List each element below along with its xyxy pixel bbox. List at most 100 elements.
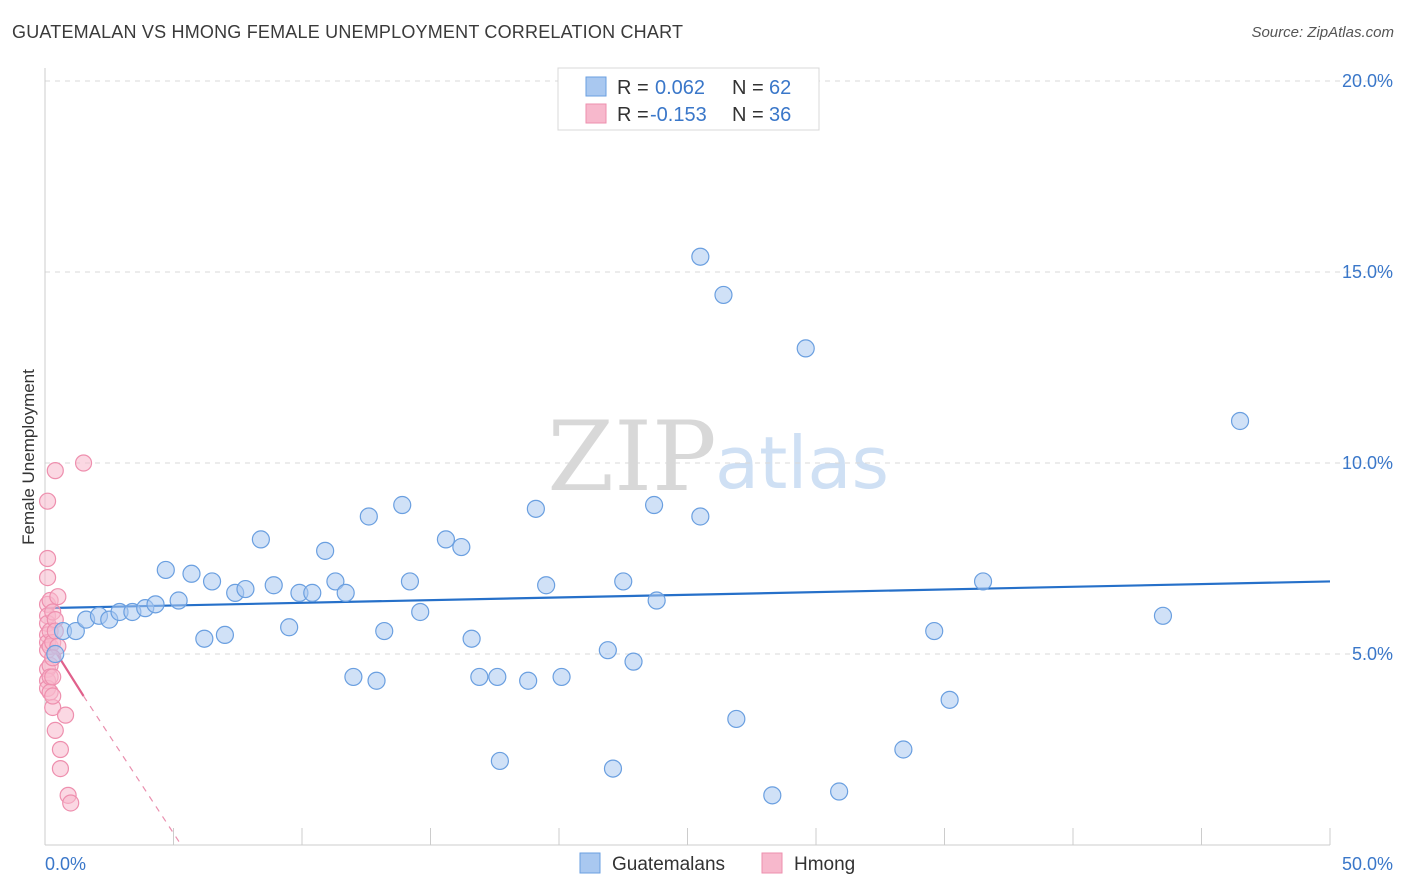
guatemalan-point — [66, 621, 85, 641]
guatemalan-point — [727, 709, 746, 729]
watermark-atlas: atlas — [715, 421, 889, 505]
series-legend-swatch-hmong — [761, 852, 783, 874]
y-tick-label: 20.0% — [1342, 71, 1393, 91]
guatemalan-point — [519, 671, 538, 690]
guatemalan-point — [691, 247, 710, 266]
guatemalan-point — [251, 530, 270, 549]
guatemalan-point — [400, 572, 420, 591]
hmong-point — [46, 462, 64, 480]
hmong-point — [38, 492, 57, 510]
hmong-point — [44, 687, 62, 705]
guatemalan-point — [236, 579, 255, 599]
series-legend-swatch-guatemalans — [579, 852, 601, 874]
guatemalan-point — [215, 625, 234, 645]
x-tick-label-min: 0.0% — [45, 854, 86, 874]
hmong-point — [62, 794, 80, 812]
hmong-point — [51, 740, 70, 759]
guatemalan-point — [603, 759, 623, 778]
guatemalan-point — [470, 667, 489, 687]
series-legend: Guatemalans Hmong — [579, 852, 855, 875]
guatemalan-point — [830, 782, 849, 801]
guatemalan-point — [46, 644, 65, 664]
guatemalan-point — [146, 595, 165, 614]
hmong-point — [51, 759, 70, 778]
guatemalan-point — [552, 667, 571, 687]
guatemalan-point — [316, 541, 335, 560]
guatemalan-point — [488, 667, 507, 687]
guatemalan-point — [925, 621, 944, 641]
guatemalan-point — [647, 591, 666, 610]
guatemalan-point — [490, 751, 509, 771]
guatemalan-point — [714, 285, 733, 305]
legend-r-value-2: -0.153 — [650, 104, 707, 126]
legend-r-label-1: R = — [617, 77, 649, 99]
guatemalan-point — [644, 495, 664, 515]
series-legend-label-guatemalans: Guatemalans — [612, 854, 725, 875]
guatemalan-point — [537, 576, 556, 595]
guatemalan-point — [169, 591, 188, 610]
hmong-trend-extension — [83, 695, 182, 846]
guatemalan-point — [1230, 411, 1250, 431]
guatemalan-point — [202, 572, 222, 591]
guatemalan-point — [182, 564, 201, 583]
guatemalan-point — [367, 671, 386, 690]
guatemalan-point — [796, 339, 815, 358]
legend-n-label-2: N = — [732, 104, 764, 126]
guatemalan-point — [344, 667, 363, 687]
guatemalan-point — [940, 690, 959, 709]
chart-title: GUATEMALAN VS HMONG FEMALE UNEMPLOYMENT … — [12, 22, 684, 42]
guatemalan-point — [393, 495, 412, 515]
legend-swatch-hmong — [585, 103, 607, 124]
y-tick-label: 15.0% — [1342, 262, 1393, 282]
guatemalan-trend-line — [44, 580, 1331, 610]
watermark-zip: ZIP — [547, 401, 716, 513]
y-tick-label: 10.0% — [1342, 453, 1393, 473]
guatemalan-point — [303, 583, 322, 602]
legend-r-value-1: 0.062 — [655, 77, 705, 99]
guatemalan-point — [973, 572, 993, 591]
guatemalan-point — [1153, 606, 1173, 625]
y-tick-labels: 5.0% 10.0% 15.0% 20.0% — [1342, 71, 1393, 664]
guatemalan-point — [280, 618, 299, 637]
guatemalan-point — [436, 530, 456, 549]
guatemalan-point — [375, 621, 394, 641]
legend-r-label-2: R = — [617, 104, 649, 126]
hmong-point — [56, 706, 75, 724]
hmong-point — [38, 568, 57, 587]
source-credit: Source: ZipAtlas.com — [1251, 24, 1394, 41]
trend-lines — [44, 580, 1331, 846]
guatemalan-point — [195, 629, 214, 648]
legend-n-label-1: N = — [732, 77, 764, 99]
axes — [44, 68, 1331, 846]
hmong-point — [46, 721, 64, 740]
series-legend-label-hmong: Hmong — [794, 854, 855, 875]
legend-swatch-guatemalans — [585, 76, 607, 97]
y-tick-label: 5.0% — [1352, 644, 1393, 664]
guatemalan-point — [156, 560, 175, 580]
legend-n-value-1: 62 — [769, 77, 791, 99]
stats-legend: R = 0.062 N = 62 R = -0.153 N = 36 — [557, 67, 820, 131]
guatemalan-point — [691, 507, 710, 526]
gridlines — [45, 80, 1393, 655]
guatemalan-point — [763, 786, 782, 805]
guatemalan-point — [336, 583, 355, 602]
hmong-point — [49, 588, 67, 606]
guatemalan-point — [598, 641, 617, 660]
y-axis-title: Female Unemployment — [19, 369, 38, 545]
x-tick-labels: 0.0% 50.0% — [45, 854, 1393, 874]
hmong-point — [38, 549, 57, 568]
guatemalan-point — [894, 740, 913, 759]
legend-n-value-2: 36 — [769, 104, 791, 126]
guatemalan-point — [264, 576, 283, 595]
hmong-point — [44, 668, 62, 686]
guatemalan-point — [359, 507, 378, 526]
guatemalan-point — [462, 629, 481, 648]
guatemalan-point — [326, 572, 345, 591]
guatemalan-point — [411, 602, 430, 622]
guatemalan-point — [526, 499, 545, 518]
guatemalan-point — [614, 572, 633, 591]
guatemalan-point — [452, 537, 471, 557]
data-points — [38, 247, 1250, 812]
guatemalan-point — [624, 652, 643, 671]
